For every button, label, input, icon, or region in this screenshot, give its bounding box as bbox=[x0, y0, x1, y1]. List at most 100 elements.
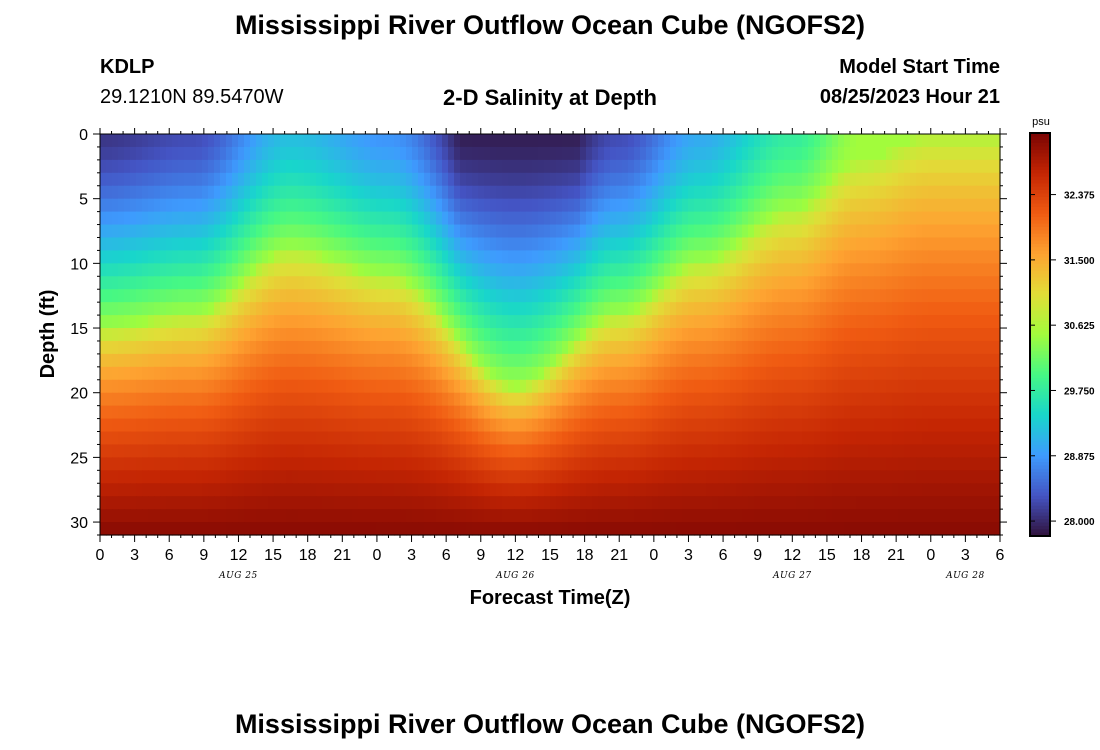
heatmap-cell bbox=[376, 431, 383, 446]
heatmap-cell bbox=[274, 470, 281, 484]
heatmap-cell bbox=[592, 146, 599, 161]
heatmap-cell bbox=[190, 134, 197, 148]
heatmap-cell bbox=[274, 224, 281, 239]
heatmap-cell bbox=[352, 250, 359, 264]
heatmap-cell bbox=[568, 328, 575, 342]
heatmap-cell bbox=[130, 198, 137, 213]
heatmap-cell bbox=[922, 237, 929, 252]
heatmap-cell bbox=[562, 159, 569, 174]
colorbar-segment bbox=[1030, 153, 1050, 158]
heatmap-cell bbox=[448, 250, 455, 264]
heatmap-cell bbox=[766, 328, 773, 342]
heatmap-cell bbox=[670, 315, 677, 329]
heatmap-cell bbox=[238, 366, 245, 381]
heatmap-cell bbox=[688, 328, 695, 342]
heatmap-cell bbox=[178, 302, 185, 316]
heatmap-cell bbox=[298, 496, 305, 510]
heatmap-cell bbox=[490, 392, 497, 407]
heatmap-cell bbox=[178, 315, 185, 329]
heatmap-cell bbox=[880, 470, 887, 484]
heatmap-cell bbox=[628, 185, 635, 200]
heatmap-cell bbox=[760, 366, 767, 381]
heatmap-cell bbox=[934, 276, 941, 290]
heatmap-cell bbox=[652, 496, 659, 510]
heatmap-cell bbox=[988, 224, 995, 239]
heatmap-cell bbox=[238, 237, 245, 252]
heatmap-cell bbox=[250, 392, 257, 407]
heatmap-cell bbox=[778, 509, 785, 523]
heatmap-cell bbox=[502, 444, 509, 458]
heatmap-cell bbox=[334, 418, 341, 433]
heatmap-cell bbox=[688, 159, 695, 174]
heatmap-cell bbox=[322, 340, 329, 355]
heatmap-cell bbox=[274, 289, 281, 303]
heatmap-cell bbox=[658, 159, 665, 174]
heatmap-cell bbox=[862, 159, 869, 174]
heatmap-cell bbox=[850, 159, 857, 174]
heatmap-cell bbox=[154, 172, 161, 187]
heatmap-cell bbox=[550, 483, 557, 497]
heatmap-cell bbox=[814, 263, 821, 277]
heatmap-cell bbox=[766, 405, 773, 420]
heatmap-cell bbox=[304, 405, 311, 420]
heatmap-cell bbox=[934, 522, 941, 536]
heatmap-cell bbox=[358, 198, 365, 213]
heatmap-cell bbox=[796, 340, 803, 355]
heatmap-cell bbox=[400, 146, 407, 161]
heatmap-cell bbox=[742, 198, 749, 213]
heatmap-cell bbox=[388, 418, 395, 433]
heatmap-cell bbox=[742, 237, 749, 252]
heatmap-cell bbox=[826, 159, 833, 174]
heatmap-cell bbox=[202, 250, 209, 264]
heatmap-cell bbox=[964, 431, 971, 446]
heatmap-cell bbox=[400, 263, 407, 277]
heatmap-cell bbox=[766, 353, 773, 368]
heatmap-cell bbox=[976, 457, 983, 471]
heatmap-cell bbox=[286, 392, 293, 407]
heatmap-cell bbox=[196, 185, 203, 200]
heatmap-cell bbox=[826, 263, 833, 277]
heatmap-cell bbox=[730, 392, 737, 407]
heatmap-cell bbox=[550, 198, 557, 213]
salinity-chart: 0 3 6 9 12 15 18 21 0 3 6 9 12 15 18 21 0 3 6 9 12 15 18 21 0 3 6A… bbox=[37, 116, 1095, 609]
heatmap-cell bbox=[436, 340, 443, 355]
heatmap-cell bbox=[832, 250, 839, 264]
heatmap-cell bbox=[160, 470, 167, 484]
heatmap-cell bbox=[922, 276, 929, 290]
heatmap-cell bbox=[910, 172, 917, 187]
heatmap-cell bbox=[202, 522, 209, 536]
heatmap-cell bbox=[328, 211, 335, 226]
heatmap-cell bbox=[136, 431, 143, 446]
heatmap-cell bbox=[892, 496, 899, 510]
heatmap-cell bbox=[784, 379, 791, 394]
heatmap-cell bbox=[946, 302, 953, 316]
heatmap-cell bbox=[832, 328, 839, 342]
heatmap-cell bbox=[118, 172, 125, 187]
heatmap-cell bbox=[142, 457, 149, 471]
heatmap-cell bbox=[700, 392, 707, 407]
heatmap-cell bbox=[964, 185, 971, 200]
heatmap-cell bbox=[160, 496, 167, 510]
heatmap-cell bbox=[244, 250, 251, 264]
heatmap-cell bbox=[172, 496, 179, 510]
heatmap-cell bbox=[520, 289, 527, 303]
heatmap-cell bbox=[580, 483, 587, 497]
heatmap-cell bbox=[148, 276, 155, 290]
heatmap-cell bbox=[802, 444, 809, 458]
heatmap-cell bbox=[322, 353, 329, 368]
heatmap-cell bbox=[352, 431, 359, 446]
heatmap-cell bbox=[460, 315, 467, 329]
heatmap-cell bbox=[964, 340, 971, 355]
heatmap-cell bbox=[646, 379, 653, 394]
heatmap-cell bbox=[376, 172, 383, 187]
heatmap-cell bbox=[130, 159, 137, 174]
heatmap-cell bbox=[640, 366, 647, 381]
heatmap-cell bbox=[598, 146, 605, 161]
heatmap-cell bbox=[124, 405, 131, 420]
heatmap-cell bbox=[454, 276, 461, 290]
heatmap-cell bbox=[754, 431, 761, 446]
heatmap-cell bbox=[196, 289, 203, 303]
heatmap-cell bbox=[400, 172, 407, 187]
heatmap-cell bbox=[628, 146, 635, 161]
y-tick-label: 25 bbox=[70, 450, 88, 467]
